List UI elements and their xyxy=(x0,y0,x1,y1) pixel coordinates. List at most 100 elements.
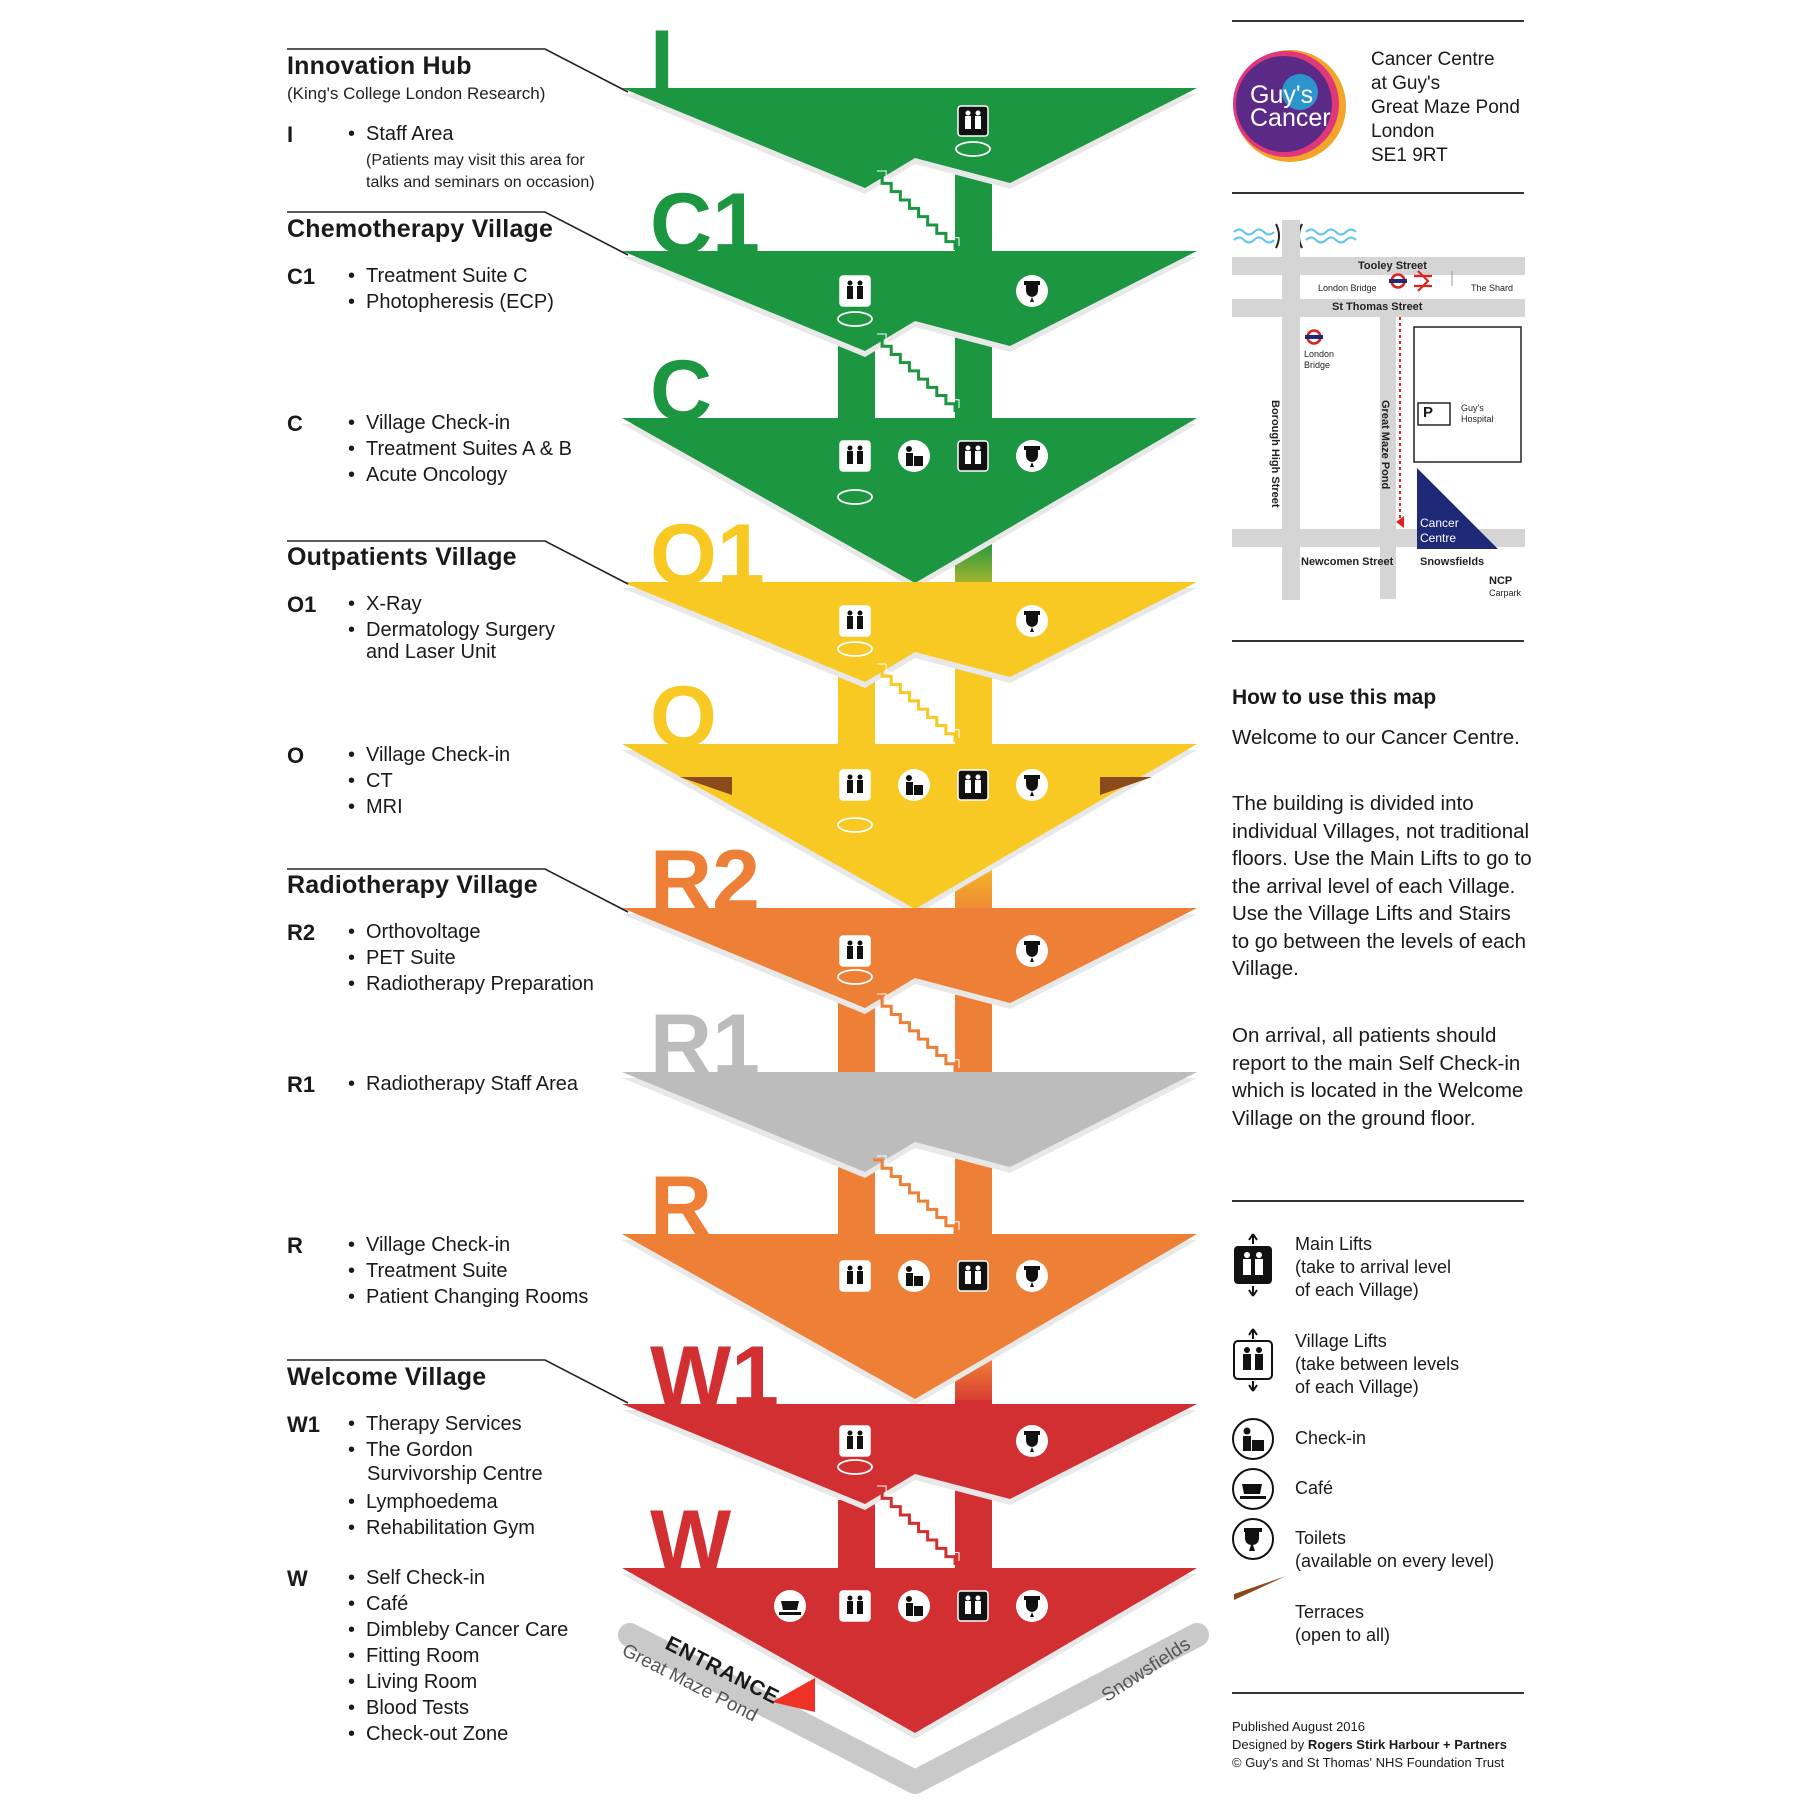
level-code-large-c: C xyxy=(650,343,712,439)
footer-copyright: © Guy's and St Thomas' NHS Foundation Tr… xyxy=(1232,1755,1505,1770)
level-w-list: Self Check-in Café Dimbleby Cancer Care … xyxy=(348,1565,568,1747)
list-item: Radiotherapy Staff Area xyxy=(348,1071,578,1097)
stairs-icon xyxy=(873,173,957,250)
how-to-paragraph-1: Welcome to our Cancer Centre. xyxy=(1232,726,1520,749)
list-item: Therapy Services xyxy=(348,1411,522,1437)
level-o-list: Village Check-in CT MRI xyxy=(348,742,510,820)
level-slab-r xyxy=(622,1234,1197,1399)
cancer-centre-marker xyxy=(1417,468,1498,549)
map-label-st-thomas-street: St Thomas Street xyxy=(1332,301,1423,313)
level-code-o: O xyxy=(287,743,305,768)
level-slab-o xyxy=(622,744,1197,909)
rail-icon xyxy=(1414,270,1432,292)
radiotherapy-village-title: Radiotherapy Village xyxy=(287,871,538,899)
village-lift-icon xyxy=(839,1425,871,1457)
map-label-line: Cancer xyxy=(1420,516,1459,530)
map-label-the-shard: The Shard xyxy=(1471,283,1514,293)
village-lift-icon xyxy=(839,605,871,637)
guys-cancer-logo xyxy=(1233,50,1346,162)
list-item: Village Check-in xyxy=(348,742,510,768)
list-item: Lymphoedema xyxy=(348,1489,535,1515)
map-label-guys-hospital: Guy's Hospital xyxy=(1461,403,1494,425)
divider xyxy=(1232,20,1524,22)
list-item: X-Ray xyxy=(348,591,555,617)
list-item: Treatment Suites A & B xyxy=(348,436,572,462)
stairs-icon xyxy=(873,1488,957,1565)
level-code-c: C xyxy=(287,411,303,436)
list-item: The Gordon xyxy=(348,1437,522,1463)
level-c1-list: Treatment Suite C Photopheresis (ECP) xyxy=(348,263,554,315)
stairs-icon xyxy=(873,996,957,1072)
village-lift-icon xyxy=(1233,1328,1273,1392)
divider xyxy=(1232,1200,1524,1202)
village-lift-icon xyxy=(839,1260,871,1292)
list-item: Village Check-in xyxy=(348,410,572,436)
address-line: at Guy's xyxy=(1371,73,1441,94)
leader-lines xyxy=(287,48,629,1404)
main-lift-icon xyxy=(957,1260,989,1292)
address-line: SE1 9RT xyxy=(1371,145,1448,166)
level-o1-list: X-Ray Dermatology Surgery xyxy=(348,591,555,643)
lift-shaft-ring xyxy=(837,641,873,657)
level-slab-c xyxy=(622,418,1197,583)
map-label-ncp: NCP xyxy=(1489,575,1513,587)
innovation-note-line2: talks and seminars on occasion) xyxy=(366,174,595,191)
checkin-icon xyxy=(898,1590,930,1622)
stairs-icon xyxy=(873,336,957,412)
map-label-london-bridge: London Bridge xyxy=(1318,283,1377,293)
toilet-icon xyxy=(1016,440,1048,472)
list-item: Orthovoltage xyxy=(348,919,594,945)
checkin-icon xyxy=(1232,1418,1274,1460)
list-item: Treatment Suite C xyxy=(348,263,554,289)
list-item: Radiotherapy Preparation xyxy=(348,971,594,997)
cafe-icon xyxy=(774,1590,806,1622)
logo-text: Guy's Cancer xyxy=(1250,83,1331,131)
lift-shaft-ring xyxy=(837,817,873,833)
lift-shaft-ring xyxy=(837,969,873,985)
footer: Published August 2016 Designed by Rogers… xyxy=(1232,1718,1507,1772)
village-lift-icon xyxy=(839,275,871,307)
key-toilets: Toilets (available on every level) xyxy=(1295,1527,1494,1573)
key-label-line: Terraces xyxy=(1295,1602,1365,1622)
key-label-line: of each Village) xyxy=(1295,1280,1419,1300)
checkin-icon xyxy=(898,440,930,472)
level-slab-w xyxy=(622,1568,1197,1733)
key-label-line: (open to all) xyxy=(1295,1625,1391,1645)
key-label-line: of each Village) xyxy=(1295,1377,1419,1397)
level-slab-o1 xyxy=(622,582,1197,682)
key-cafe: Café xyxy=(1295,1478,1334,1498)
level-i-list: Staff Area xyxy=(348,121,453,147)
lift-shaft-ring xyxy=(837,1459,873,1475)
address-line: Great Maze Pond xyxy=(1371,97,1520,118)
map-label-carpark: Carpark xyxy=(1489,588,1522,598)
stairs-icon xyxy=(877,663,960,738)
list-item: Blood Tests xyxy=(348,1695,568,1721)
map-label-snowsfields: Snowsfields xyxy=(1420,556,1485,568)
key-village-lifts: Village Lifts (take between levels of ea… xyxy=(1295,1330,1459,1399)
underground-icon xyxy=(1389,273,1407,289)
main-lift-icon xyxy=(957,440,989,472)
key-label-line: (take between levels xyxy=(1295,1354,1460,1374)
address-block: Cancer Centre at Guy's Great Maze Pond L… xyxy=(1371,48,1520,168)
key-label-line: (take to arrival level xyxy=(1295,1257,1452,1277)
terrace-right xyxy=(1100,777,1152,795)
divider xyxy=(1232,1692,1524,1694)
stairs-icon xyxy=(873,1158,957,1234)
map-label-line: London xyxy=(1304,349,1335,359)
how-to-paragraph-2: The building is divided into individual … xyxy=(1232,792,1532,980)
list-item: PET Suite xyxy=(348,945,594,971)
key-label-line: Village Lifts xyxy=(1295,1331,1387,1351)
stairs-icon xyxy=(877,333,960,408)
address-line: London xyxy=(1371,121,1435,142)
stairs-icon xyxy=(873,666,957,742)
w1-item-continued: Survivorship Centre xyxy=(367,1463,543,1485)
list-item: Fitting Room xyxy=(348,1643,568,1669)
stairs-icon xyxy=(877,170,960,246)
main-lift-icon xyxy=(957,1590,989,1622)
map-label-newcomen-street: Newcomen Street xyxy=(1301,556,1394,568)
level-slab-c1 xyxy=(622,251,1197,351)
entrance-road xyxy=(618,1623,1209,1794)
lift-shaft-ring xyxy=(955,141,991,157)
map-label-cancer-centre: Cancer Centre xyxy=(1420,516,1459,546)
